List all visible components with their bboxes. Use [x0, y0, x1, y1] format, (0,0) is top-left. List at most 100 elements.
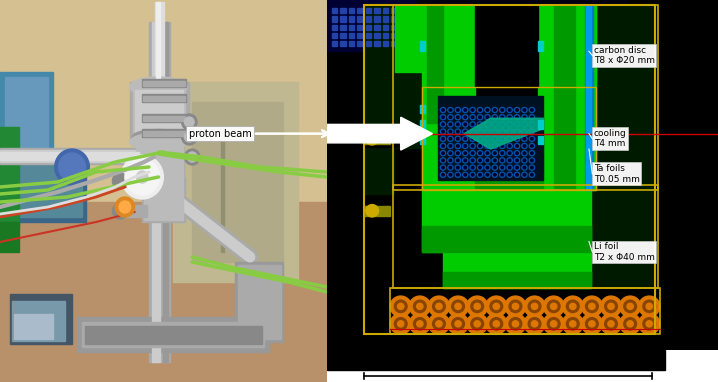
- Bar: [422, 87, 597, 190]
- Circle shape: [448, 158, 453, 163]
- Circle shape: [477, 107, 482, 113]
- Bar: [374, 41, 380, 46]
- Bar: [349, 25, 354, 30]
- Circle shape: [457, 109, 459, 111]
- Circle shape: [490, 318, 503, 330]
- Bar: [327, 0, 416, 52]
- FancyArrow shape: [327, 117, 432, 150]
- Circle shape: [569, 303, 576, 309]
- Circle shape: [472, 166, 474, 169]
- Circle shape: [529, 165, 534, 170]
- Circle shape: [462, 172, 468, 177]
- Circle shape: [462, 107, 468, 113]
- Bar: [120, 175, 147, 187]
- Circle shape: [486, 138, 489, 140]
- Circle shape: [501, 173, 503, 176]
- Circle shape: [514, 115, 520, 120]
- Circle shape: [509, 300, 522, 312]
- Bar: [340, 16, 346, 22]
- Circle shape: [479, 123, 481, 126]
- Bar: [358, 16, 363, 22]
- Circle shape: [457, 123, 459, 126]
- Circle shape: [477, 129, 482, 134]
- Circle shape: [486, 116, 489, 118]
- Bar: [366, 8, 371, 13]
- Circle shape: [514, 136, 520, 141]
- Circle shape: [472, 116, 474, 118]
- Circle shape: [500, 107, 505, 113]
- Bar: [340, 41, 346, 46]
- Circle shape: [479, 130, 481, 133]
- Circle shape: [523, 145, 526, 147]
- Bar: [358, 41, 363, 46]
- Circle shape: [508, 130, 511, 133]
- Bar: [77, 317, 269, 352]
- Bar: [340, 25, 346, 30]
- Bar: [0, 202, 327, 382]
- Circle shape: [567, 300, 579, 312]
- Circle shape: [505, 296, 526, 317]
- Circle shape: [500, 143, 505, 149]
- Bar: [538, 136, 544, 144]
- Circle shape: [524, 314, 545, 334]
- Circle shape: [116, 197, 134, 217]
- Circle shape: [449, 166, 452, 169]
- Circle shape: [508, 173, 511, 176]
- Circle shape: [562, 314, 583, 334]
- Circle shape: [490, 300, 503, 312]
- Circle shape: [470, 165, 475, 170]
- Circle shape: [477, 115, 482, 120]
- Circle shape: [440, 151, 446, 156]
- Circle shape: [531, 152, 533, 154]
- Circle shape: [507, 107, 513, 113]
- Circle shape: [547, 300, 560, 312]
- Circle shape: [449, 109, 452, 111]
- Bar: [130, 82, 190, 142]
- Circle shape: [479, 159, 481, 162]
- Circle shape: [442, 173, 444, 176]
- Bar: [327, 350, 665, 370]
- Circle shape: [470, 107, 475, 113]
- Circle shape: [409, 296, 430, 317]
- Circle shape: [472, 159, 474, 162]
- Circle shape: [514, 143, 520, 149]
- Circle shape: [486, 145, 489, 147]
- Circle shape: [442, 123, 444, 126]
- Circle shape: [479, 173, 481, 176]
- Circle shape: [523, 173, 526, 176]
- Circle shape: [471, 318, 483, 330]
- Bar: [400, 16, 405, 22]
- Circle shape: [582, 314, 602, 334]
- Circle shape: [493, 123, 496, 126]
- Bar: [374, 8, 380, 13]
- Bar: [383, 41, 388, 46]
- Bar: [364, 131, 398, 147]
- Circle shape: [464, 159, 467, 162]
- Circle shape: [448, 122, 453, 127]
- Circle shape: [455, 321, 461, 327]
- Bar: [82, 322, 264, 347]
- Bar: [236, 262, 284, 342]
- Circle shape: [516, 123, 518, 126]
- Bar: [374, 16, 380, 22]
- Circle shape: [493, 138, 496, 140]
- Bar: [364, 206, 390, 216]
- Circle shape: [486, 123, 489, 126]
- Circle shape: [455, 136, 460, 141]
- Bar: [586, 5, 591, 190]
- Circle shape: [470, 115, 475, 120]
- Circle shape: [440, 143, 446, 149]
- Circle shape: [429, 296, 449, 317]
- Circle shape: [493, 165, 498, 170]
- Circle shape: [485, 115, 490, 120]
- Circle shape: [467, 296, 488, 317]
- Circle shape: [470, 122, 475, 127]
- Bar: [143, 116, 185, 121]
- Circle shape: [472, 109, 474, 111]
- Bar: [332, 33, 337, 38]
- Bar: [192, 102, 284, 262]
- Circle shape: [531, 321, 538, 327]
- Circle shape: [543, 296, 564, 317]
- Circle shape: [119, 201, 131, 213]
- Circle shape: [429, 314, 449, 334]
